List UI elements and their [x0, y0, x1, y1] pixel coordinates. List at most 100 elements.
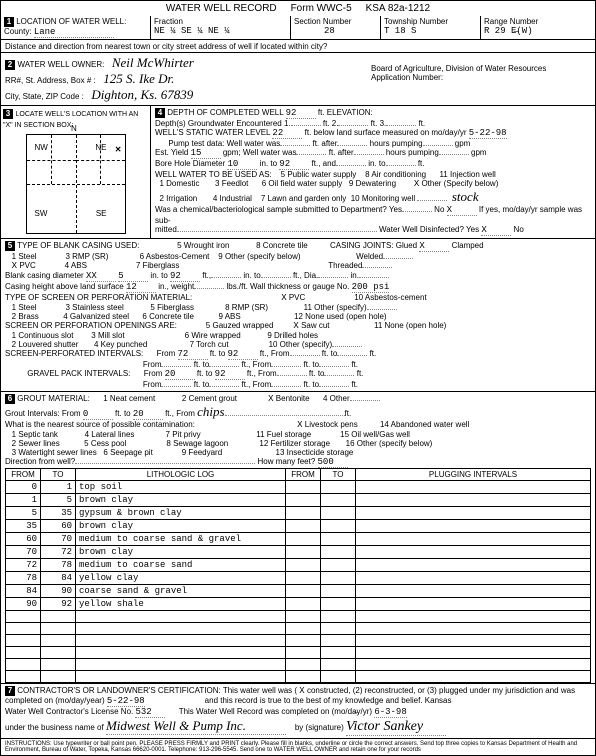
feet-label: How many feet?	[257, 457, 315, 466]
lithlog-cell	[41, 611, 76, 623]
lithlog-cell: 72	[6, 559, 41, 572]
completed-label: completed on (mo/day/year)	[5, 696, 105, 705]
lithlog-cell	[356, 572, 591, 585]
feet-value: 500	[318, 457, 348, 468]
lithlog-cell: brown clay	[76, 494, 286, 507]
s7: PVC	[289, 293, 305, 302]
yield-after: gpm; Well water was	[223, 148, 297, 157]
o6: 6 Wire wrapped	[185, 331, 241, 340]
disinf-label: Water Well Disinfected? Yes	[379, 225, 479, 234]
bore-in2: in. to	[368, 159, 385, 168]
lithlog-cell: medium to coarse sand & gravel	[76, 533, 286, 546]
g3: Bentonite	[276, 394, 310, 403]
lithlog-cell	[321, 507, 356, 520]
c3: 3 RMP (SR)	[65, 252, 108, 261]
bus-value: Midwest Well & Pump Inc.	[106, 718, 286, 735]
lithlog-cell	[321, 623, 356, 635]
lithlog-cell	[321, 533, 356, 546]
gi-ft: ft., From	[165, 409, 195, 418]
s7-x: X	[281, 293, 286, 303]
section-number-1: 1	[4, 17, 14, 27]
bore-ft2: ft.	[418, 159, 425, 168]
bore-in: in. to	[260, 159, 277, 168]
c4: 4 ABS	[65, 261, 87, 270]
lithlog-cell	[286, 481, 321, 494]
lithlog-cell	[321, 671, 356, 683]
signature-value: Victor Sankey	[346, 719, 446, 736]
lithlog-cell	[286, 623, 321, 635]
lithlog-cell: 60	[6, 533, 41, 546]
section-number-4: 4	[155, 108, 165, 118]
pump3: gpm	[455, 139, 471, 148]
yield3: gpm	[471, 148, 487, 157]
s4: 4 Galvanized steel	[63, 312, 129, 321]
ft-l3: ft., From	[247, 369, 277, 378]
lithlog-cell	[76, 611, 286, 623]
lithlog-cell	[321, 546, 356, 559]
lithlog-row: 7278medium to coarse sand	[6, 559, 591, 572]
o1: 1 Continuous slot	[12, 331, 74, 340]
grav1a: 20	[165, 369, 195, 380]
from-l3: From	[144, 369, 163, 378]
lithlog-header: FROM	[286, 469, 321, 481]
joints-label: CASING JOINTS: Glued	[330, 241, 417, 250]
gi1: 0	[83, 409, 113, 420]
lithlog-cell: 60	[41, 520, 76, 533]
application-label: Application Number:	[371, 73, 443, 82]
co1: 1 Septic tank	[12, 430, 58, 439]
lithlog-header: TO	[41, 469, 76, 481]
to-l1: ft. to	[210, 349, 226, 358]
cert-x: X	[299, 686, 304, 696]
lithlog-cell: 90	[41, 585, 76, 598]
lithlog-cell: 5	[6, 507, 41, 520]
c8: 8 Concrete tile	[256, 241, 308, 250]
g2: 2 Cement grout	[182, 394, 237, 403]
lithlog-cell	[356, 585, 591, 598]
dir-label: Direction from well?	[5, 457, 75, 466]
lithlog-cell	[356, 611, 591, 623]
lithlog-cell	[321, 494, 356, 507]
screen-label: TYPE OF SCREEN OR PERFORATION MATERIAL:	[5, 293, 192, 302]
lithlog-cell	[356, 533, 591, 546]
gw3: ft. 3.	[371, 119, 387, 128]
chem-x: X	[447, 205, 477, 216]
lithlog-cell	[76, 635, 286, 647]
board-label: Board of Agriculture, Division of Water …	[371, 64, 546, 73]
dia-xx: XX	[86, 271, 116, 282]
lithlog-cell: 35	[6, 520, 41, 533]
section-number-value: 28	[294, 26, 335, 36]
lithlog-cell: 84	[6, 585, 41, 598]
co12: 12 Fertilizer storage	[259, 439, 330, 448]
contam-label: What is the nearest source of possible c…	[5, 420, 195, 429]
o5: 5 Gauzed wrapped	[206, 321, 274, 330]
rec-date: 6-3-98	[374, 707, 406, 718]
lithlog-cell	[321, 659, 356, 671]
lithlog-cell	[41, 659, 76, 671]
lithlog-row	[6, 611, 591, 623]
lithlog-cell: yellow clay	[76, 572, 286, 585]
lithlog-cell	[6, 611, 41, 623]
to-l5: ft. to	[197, 369, 213, 378]
lithlog-cell	[286, 585, 321, 598]
lithlog-cell: 78	[6, 572, 41, 585]
gi-label: Grout Intervals: From	[5, 409, 81, 418]
lithlog-header: PLUGGING INTERVALS	[356, 469, 591, 481]
use12: Other (Specify below)	[421, 179, 498, 188]
g4: 4 Other	[323, 394, 350, 403]
height-in: in., weight	[158, 282, 194, 291]
stock-value: stock	[452, 189, 479, 204]
chem-label: Was a chemical/bacteriological sample su…	[155, 205, 402, 214]
section-3-location-box: 3 LOCATE WELL'S LOCATION WITH AN "X" IN …	[1, 106, 151, 238]
county-label: County:	[4, 27, 32, 36]
lithlog-cell	[76, 623, 286, 635]
height-lbs: lbs./ft. Wall thickness or gauge No.	[226, 282, 349, 291]
section-5-casing: 5 TYPE OF BLANK CASING USED: 5 Wrought i…	[1, 239, 595, 392]
lithlog-cell	[286, 559, 321, 572]
city-label: City, State, ZIP Code :	[5, 92, 84, 101]
form-ksa: KSA 82a-1212	[366, 3, 431, 14]
lithlog-cell	[356, 520, 591, 533]
lithlog-cell	[321, 572, 356, 585]
co8: 8 Sewage lagoon	[166, 439, 228, 448]
lithlog-cell	[6, 671, 41, 683]
lithlog-cell	[6, 659, 41, 671]
